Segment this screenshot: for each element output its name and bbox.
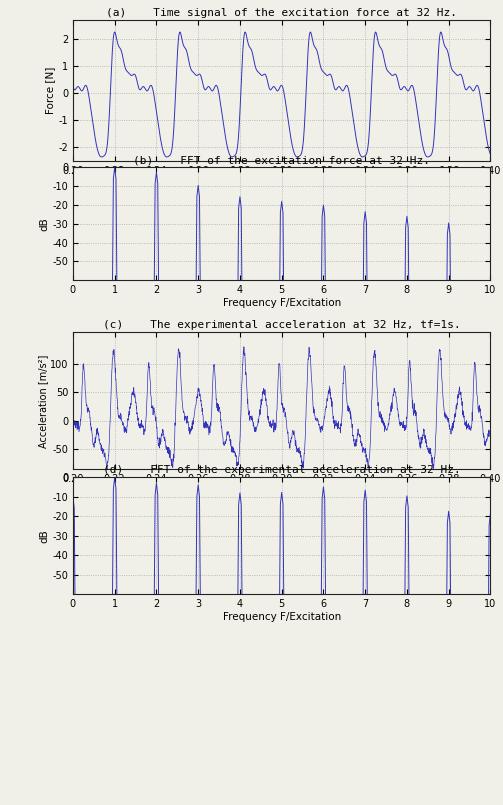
Title: (b)    FFT of the excitation force at 32 Hz.: (b) FFT of the excitation force at 32 Hz… (133, 155, 430, 165)
Y-axis label: Acceleration [m/s²]: Acceleration [m/s²] (38, 354, 48, 448)
Title: (d)    FFT of the experimental acceleration at 32 Hz.: (d) FFT of the experimental acceleration… (103, 465, 461, 475)
Title: (c)    The experimental acceleration at 32 Hz, tf=1s.: (c) The experimental acceleration at 32 … (103, 320, 461, 330)
X-axis label: Time [s]: Time [s] (261, 487, 303, 497)
Y-axis label: dB: dB (39, 529, 49, 543)
X-axis label: Frequency F/Excitation: Frequency F/Excitation (222, 612, 341, 621)
X-axis label: Time [s]: Time [s] (261, 179, 303, 188)
Title: (a)    Time signal of the excitation force at 32 Hz.: (a) Time signal of the excitation force … (106, 8, 457, 18)
Y-axis label: Force [N]: Force [N] (46, 67, 55, 114)
Y-axis label: dB: dB (39, 217, 49, 231)
X-axis label: Frequency F/Excitation: Frequency F/Excitation (222, 298, 341, 308)
